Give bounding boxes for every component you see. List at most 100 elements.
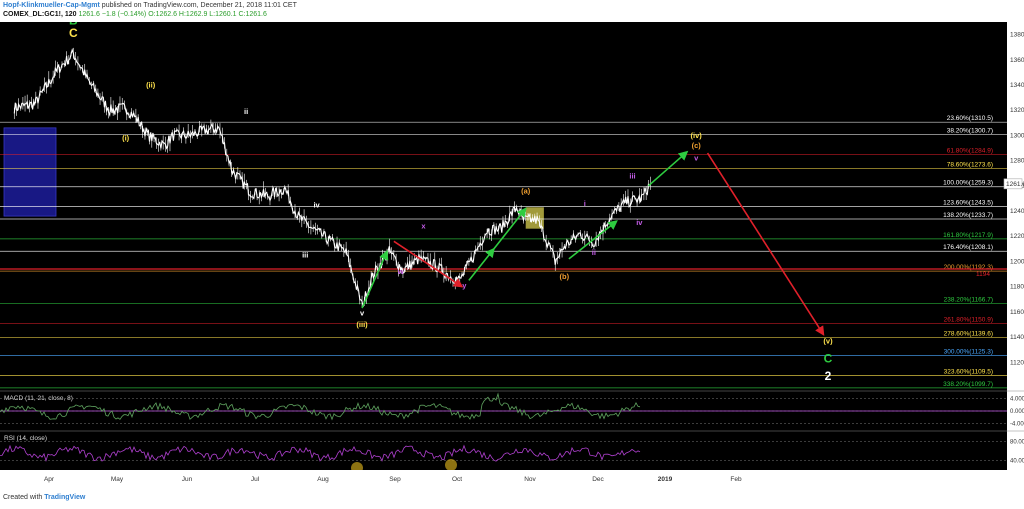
- fib-level-label: 38.20%(1300.7): [947, 128, 993, 135]
- price-axis-tick: 1120: [1010, 359, 1024, 366]
- red-projection-arrow: [393, 240, 464, 288]
- price-axis-tick: 1140: [1010, 334, 1024, 341]
- indicator-line[interactable]: [0, 444, 641, 462]
- time-axis-label: Oct: [452, 476, 462, 483]
- tradingview-logo[interactable]: TradingView: [44, 494, 86, 501]
- last-price: 1261.6: [78, 11, 100, 18]
- wave-label: w: [397, 267, 404, 276]
- red-level-label: 1194: [976, 271, 990, 278]
- ohlc-values: O:1262.6 H:1262.9 L:1260.1 C:1261.6: [148, 11, 267, 18]
- fib-level-label: 138.20%(1233.7): [943, 212, 993, 219]
- price-series-line[interactable]: [13, 48, 652, 307]
- price-axis-tick: 1200: [1010, 258, 1024, 265]
- wave-label: (a): [521, 186, 531, 195]
- price-axis-strip: [1007, 22, 1024, 484]
- chart-area[interactable]: 23.60%(1310.5) 38.20%(1300.7) 61.80%(1284.…: [0, 14, 1024, 484]
- time-axis-label: 2019: [658, 476, 673, 483]
- fib-level-label: 100.00%(1259.3): [943, 180, 993, 187]
- price-axis-tick: 1300: [1010, 132, 1024, 139]
- fib-level-label: 161.80%(1217.9): [943, 232, 993, 239]
- wave-label: x: [421, 222, 426, 231]
- fib-level-label: 200.00%(1192.3): [944, 264, 993, 271]
- fib-level-label: 61.80%(1284.9): [947, 147, 993, 154]
- wave-label: (iv): [691, 131, 703, 140]
- time-axis-strip: [0, 470, 1024, 484]
- wave-label: i: [584, 199, 586, 208]
- time-axis-label: Jun: [182, 476, 193, 483]
- price-axis-tick: 1380: [1010, 32, 1024, 39]
- indicator-title: RSI (14, close): [4, 435, 47, 442]
- price-axis-tick: 1340: [1010, 82, 1024, 89]
- blue-zone-box: [3, 127, 57, 217]
- wave-label: (ii): [146, 81, 156, 90]
- time-axis-label: Nov: [524, 476, 536, 483]
- time-axis-label: Feb: [730, 476, 742, 483]
- wave-label: iii: [629, 171, 635, 180]
- price-axis-tick: 1220: [1010, 233, 1024, 240]
- wave-label: ii: [244, 107, 248, 116]
- fib-level-label: 238.20%(1166.7): [944, 296, 993, 303]
- wave-label: v: [360, 309, 365, 318]
- last-price-tag-text: 1261.6: [1006, 181, 1024, 188]
- wave-label: (v): [823, 336, 833, 345]
- price-axis-tick: 1320: [1010, 107, 1024, 114]
- time-axis-label: Dec: [592, 476, 604, 483]
- wave-label: (iii): [356, 320, 368, 329]
- wave-label: (i): [122, 133, 130, 142]
- green-trend-arrow: [493, 207, 527, 250]
- wave-label: C: [824, 351, 833, 365]
- fib-level-label: 176.40%(1208.1): [943, 244, 993, 251]
- time-axis-label: Sep: [389, 476, 401, 483]
- rsi-marker-circle: [445, 459, 457, 471]
- fib-level-label: 78.60%(1273.6): [947, 162, 993, 169]
- wave-label: 2: [825, 369, 832, 383]
- time-axis-label: Apr: [44, 476, 55, 483]
- fib-level-label: 278.60%(1139.6): [944, 331, 993, 338]
- chart-header: Hopf-Klinkmueller-Cap-Mgmt published on …: [3, 1, 1021, 19]
- created-with-text: Created with: [3, 494, 43, 501]
- fib-level-label: 23.60%(1310.5): [947, 115, 993, 122]
- wave-label: (b): [560, 272, 570, 281]
- green-trend-arrow: [647, 150, 689, 187]
- price-axis-tick: 1240: [1010, 208, 1024, 215]
- fib-level-label: 261.80%(1150.9): [944, 316, 993, 323]
- green-trend-arrow: [568, 220, 618, 260]
- price-change: −1.8 (−0.14%): [101, 11, 147, 18]
- wave-label: iv: [313, 200, 320, 209]
- price-chart[interactable]: 23.60%(1310.5) 38.20%(1300.7) 61.80%(1284.…: [0, 14, 1024, 484]
- green-trend-arrow: [361, 249, 389, 309]
- plot-background[interactable]: [0, 22, 1007, 484]
- wave-label: iv: [636, 218, 643, 227]
- price-axis-tick: 1360: [1010, 57, 1024, 64]
- indicator-title: MACD (11, 21, close, 8): [4, 395, 73, 402]
- wave-label: y: [462, 281, 467, 290]
- time-axis-label: May: [111, 476, 124, 483]
- price-axis-tick: 1180: [1010, 284, 1024, 291]
- fib-level-label: 323.60%(1109.5): [944, 369, 993, 376]
- symbol-label[interactable]: COMEX_DL:GC1!, 120: [3, 11, 77, 18]
- last-price-tag: [1003, 178, 1023, 190]
- red-projection-arrow: [706, 152, 825, 336]
- indicator-line[interactable]: [0, 392, 641, 421]
- author-name[interactable]: Hopf-Klinkmueller-Cap-Mgmt: [3, 2, 100, 9]
- publish-info: published on TradingView.com, December 2…: [101, 2, 297, 9]
- fib-level-label: 338.20%(1099.7): [943, 381, 993, 388]
- wave-label: v: [694, 154, 699, 163]
- price-axis-tick: 1160: [1010, 309, 1024, 316]
- footer: Created with TradingView: [3, 494, 85, 501]
- time-axis-label: Jul: [251, 476, 260, 483]
- fib-level-label: 123.60%(1243.5): [943, 200, 993, 207]
- wave-label: C: [69, 26, 78, 40]
- time-axis-label: Aug: [317, 476, 329, 483]
- wave-label: ii: [592, 248, 596, 257]
- price-axis-tick: 1280: [1010, 158, 1024, 165]
- fib-level-label: 300.00%(1125.3): [944, 349, 993, 356]
- wave-label: (c): [692, 141, 702, 150]
- green-trend-arrow: [468, 247, 495, 281]
- wave-label: iii: [302, 251, 308, 260]
